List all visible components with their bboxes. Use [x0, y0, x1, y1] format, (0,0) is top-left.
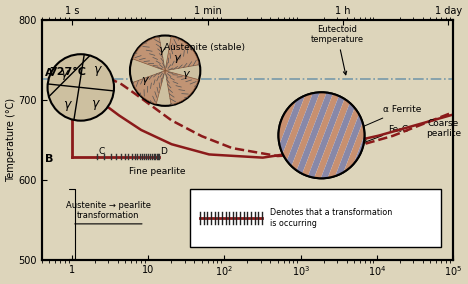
Text: Austenite → pearlite
transformation: Austenite → pearlite transformation: [66, 201, 151, 220]
Text: Denotes that a transformation
is occurring: Denotes that a transformation is occurri…: [270, 208, 392, 227]
Text: α Ferrite: α Ferrite: [358, 105, 421, 129]
Text: 727°C: 727°C: [49, 68, 86, 78]
Text: A: A: [45, 68, 53, 78]
Y-axis label: Temperature (°C): Temperature (°C): [6, 98, 15, 182]
Text: C: C: [98, 147, 104, 156]
Text: Austenite (stable): Austenite (stable): [164, 43, 245, 52]
Text: Fe₃C: Fe₃C: [364, 125, 408, 143]
Text: B: B: [45, 154, 53, 164]
Text: D: D: [161, 147, 168, 156]
Text: Coarse
pearlite: Coarse pearlite: [426, 119, 461, 138]
FancyBboxPatch shape: [190, 189, 441, 247]
Text: Eutectoid
temperature: Eutectoid temperature: [310, 25, 364, 75]
Text: Fine pearlite: Fine pearlite: [129, 167, 185, 176]
